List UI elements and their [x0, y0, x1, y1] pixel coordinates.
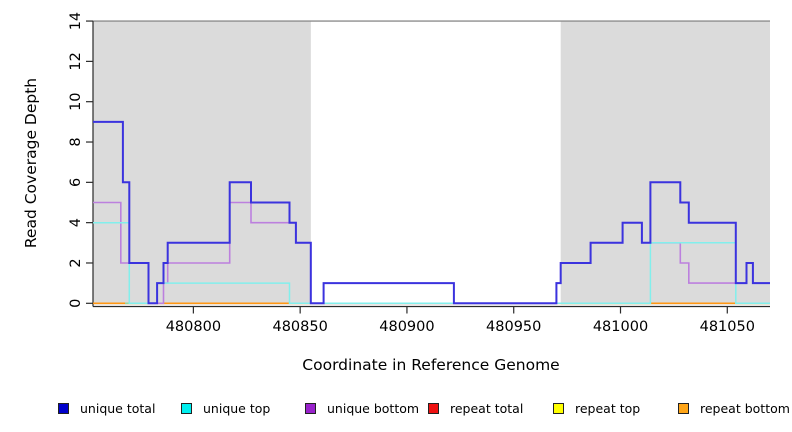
x-axis-tick-label: 480800 — [166, 319, 221, 335]
legend-label: unique top — [203, 400, 271, 416]
x-axis-title-text: Coordinate in Reference Genome — [302, 356, 560, 374]
x-axis-tick-label: 481050 — [700, 319, 755, 335]
legend-swatch-icon — [678, 402, 689, 414]
legend-label: repeat top — [575, 400, 641, 416]
y-axis-tick-label: 0 — [68, 299, 84, 308]
y-axis-title: Read Coverage Depth — [22, 13, 40, 313]
y-axis-tick-label: 14 — [68, 12, 84, 30]
y-axis-tick-label: 4 — [68, 218, 84, 227]
legend-item-repeat-top: repeat top — [553, 398, 640, 418]
legend-item-repeat-bottom: repeat bottom — [678, 398, 790, 418]
legend-swatch-icon — [181, 402, 192, 414]
legend-label: repeat total — [450, 400, 524, 416]
legend-item-unique-bottom: unique bottom — [305, 398, 419, 418]
shaded-region — [560, 21, 770, 305]
legend-item-repeat-total: repeat total — [428, 398, 523, 418]
legend-item-unique-top: unique top — [181, 398, 270, 418]
y-axis-title-text: Read Coverage Depth — [22, 77, 40, 249]
x-axis-tick-label: 481000 — [593, 319, 648, 335]
legend-item-unique-total: unique total — [58, 398, 155, 418]
legend-swatch-icon — [305, 402, 316, 414]
plot-area: 0 2 4 6 8 10 12 14 480800 480850 480900 480950 48100… — [68, 12, 770, 335]
x-axis-tick-label: 480900 — [379, 319, 434, 335]
legend-label: repeat bottom — [700, 400, 790, 416]
x-axis-title: Coordinate in Reference Genome — [0, 356, 792, 374]
legend-swatch-icon — [58, 402, 69, 414]
shaded-region — [93, 21, 311, 305]
x-axis-tick-label: 480850 — [272, 319, 327, 335]
legend-label: unique bottom — [327, 400, 420, 416]
legend-swatch-icon — [553, 402, 564, 414]
y-axis-tick-label: 10 — [68, 92, 84, 110]
y-axis-tick-label: 6 — [68, 178, 84, 187]
legend-label: unique total — [80, 400, 156, 416]
legend: unique total unique top unique bottom repea… — [0, 398, 792, 420]
y-axis-tick-label: 2 — [68, 258, 84, 267]
legend-swatch-icon — [428, 402, 439, 414]
series-line-unique-total — [93, 120, 770, 305]
y-axis-tick-label: 8 — [68, 137, 84, 146]
x-axis-tick-label: 480950 — [486, 319, 541, 335]
y-axis-tick-label: 12 — [68, 52, 84, 70]
